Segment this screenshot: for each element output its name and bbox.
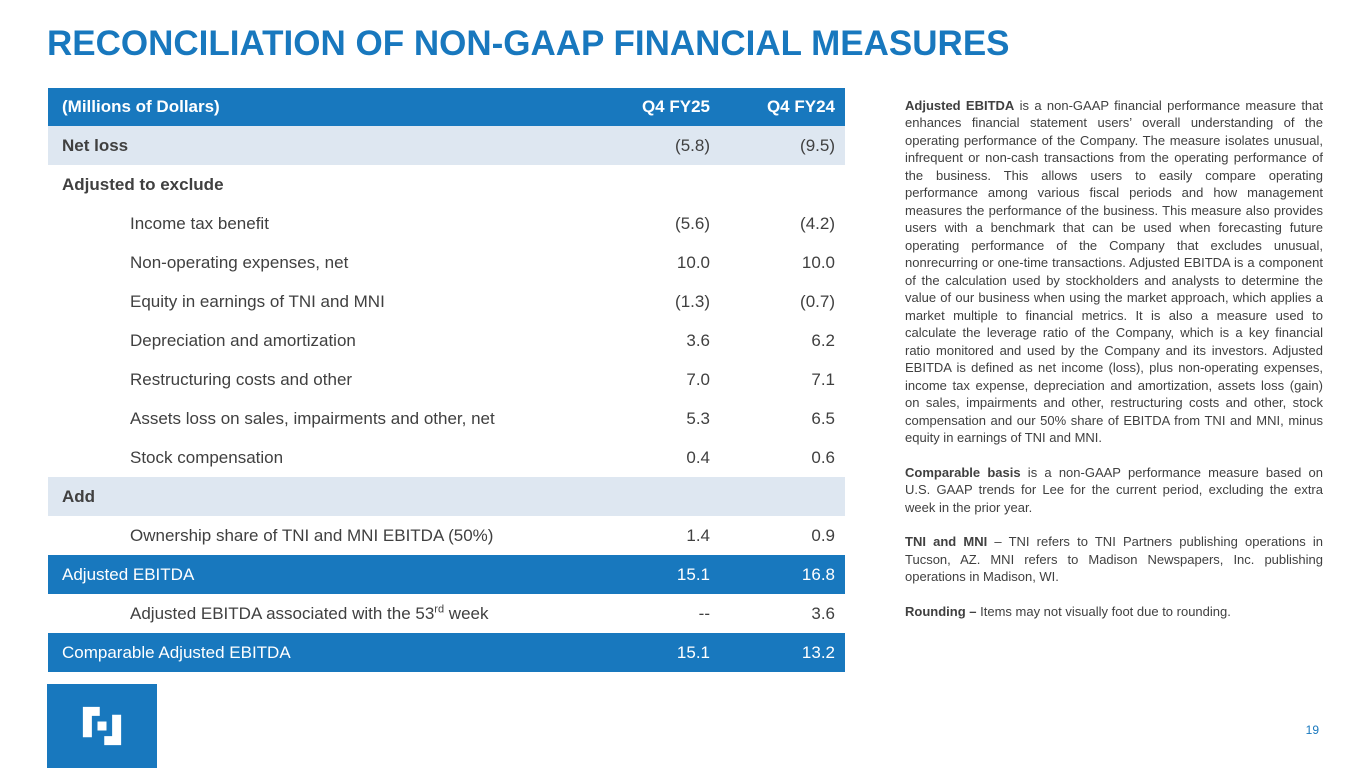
value-fy25: 0.4: [686, 447, 710, 467]
row-label: Adjusted to exclude: [62, 174, 224, 194]
reconciliation-table: (Millions of Dollars) Q4 FY25 Q4 FY24 Ne…: [48, 88, 845, 672]
column-header-fy24: Q4 FY24: [766, 97, 835, 116]
value-fy24: 3.6: [811, 603, 835, 623]
value-fy25: (1.3): [675, 291, 710, 311]
value-fy24: 16.8: [801, 564, 835, 584]
row-label: Comparable Adjusted EBITDA: [62, 642, 291, 662]
table-header-row: (Millions of Dollars) Q4 FY25 Q4 FY24: [48, 88, 845, 126]
table-row: Adjusted EBITDA associated with the 53rd…: [48, 594, 845, 633]
lee-logo-icon: [82, 706, 122, 746]
table-row-adjusted-ebitda: Adjusted EBITDA 15.1 16.8: [48, 555, 845, 594]
value-fy24: (9.5): [800, 135, 835, 155]
page-title: RECONCILIATION OF NON-GAAP FINANCIAL MEA…: [47, 24, 1010, 63]
note-tni-and-mni: TNI and MNI – TNI refers to TNI Partners…: [905, 533, 1323, 585]
row-label-text: Adjusted EBITDA associated with the 53: [130, 603, 435, 623]
note-body: Items may not visually foot due to round…: [976, 603, 1231, 619]
row-label: Equity in earnings of TNI and MNI: [130, 291, 385, 311]
table-row: Add: [48, 477, 845, 516]
table-row: Non-operating expenses, net 10.0 10.0: [48, 243, 845, 282]
table-row-comparable-adjusted-ebitda: Comparable Adjusted EBITDA 15.1 13.2: [48, 633, 845, 672]
table-row: Stock compensation 0.4 0.6: [48, 438, 845, 477]
ordinal-superscript: rd: [434, 602, 445, 615]
note-body: is a non-GAAP performance measure based …: [905, 464, 1323, 515]
row-label: Restructuring costs and other: [130, 369, 353, 389]
value-fy25: 15.1: [676, 564, 710, 584]
note-lead: TNI and MNI: [905, 534, 988, 550]
value-fy25: 5.3: [686, 408, 710, 428]
note-body: is a non-GAAP financial performance meas…: [905, 98, 1323, 446]
row-label: Ownership share of TNI and MNI EBITDA (5…: [130, 525, 494, 545]
page-number: 19: [1305, 723, 1319, 737]
note-rounding: Rounding – Items may not visually foot d…: [905, 603, 1323, 620]
row-label: Income tax benefit: [130, 213, 269, 233]
row-label: Depreciation and amortization: [130, 330, 356, 350]
value-fy24: 6.2: [811, 330, 835, 350]
value-fy24: 0.9: [811, 525, 835, 545]
notes-column: Adjusted EBITDA is a non-GAAP financial …: [905, 97, 1323, 637]
row-label: Assets loss on sales, impairments and ot…: [130, 408, 495, 428]
table-row: Income tax benefit (5.6) (4.2): [48, 204, 845, 243]
value-fy24: 10.0: [801, 252, 835, 272]
value-fy25: (5.8): [675, 135, 710, 155]
value-fy24: (4.2): [800, 213, 835, 233]
note-adjusted-ebitda: Adjusted EBITDA is a non-GAAP financial …: [905, 97, 1323, 447]
note-body: – TNI refers to TNI Partners publishing …: [905, 534, 1323, 585]
column-header-label: (Millions of Dollars): [62, 97, 220, 116]
note-comparable-basis: Comparable basis is a non-GAAP performan…: [905, 464, 1323, 516]
value-fy24: 0.6: [811, 447, 835, 467]
value-fy25: 15.1: [676, 642, 710, 662]
row-label-text: week: [444, 603, 489, 623]
row-label: Add: [62, 486, 96, 506]
value-fy25: 3.6: [686, 330, 710, 350]
value-fy25: 10.0: [676, 252, 710, 272]
row-label: Stock compensation: [130, 447, 284, 467]
table-row: Restructuring costs and other 7.0 7.1: [48, 360, 845, 399]
row-label: Non-operating expenses, net: [130, 252, 349, 272]
value-fy25: --: [698, 603, 710, 623]
row-label: Net loss: [62, 135, 129, 155]
value-fy25: 1.4: [686, 525, 710, 545]
value-fy25: 7.0: [686, 369, 710, 389]
value-fy24: 13.2: [801, 642, 835, 662]
value-fy25: (5.6): [675, 213, 710, 233]
table-row: Depreciation and amortization 3.6 6.2: [48, 321, 845, 360]
value-fy24: 6.5: [811, 408, 835, 428]
table-row: Net loss (5.8) (9.5): [48, 126, 845, 165]
table-row: Assets loss on sales, impairments and ot…: [48, 399, 845, 438]
value-fy24: 7.1: [811, 369, 835, 389]
row-label: Adjusted EBITDA associated with the 53rd…: [48, 602, 595, 624]
note-lead: Adjusted EBITDA: [905, 98, 1015, 113]
column-header-fy25: Q4 FY25: [641, 97, 710, 116]
table-row: Adjusted to exclude: [48, 165, 845, 204]
row-label: Adjusted EBITDA: [62, 564, 195, 584]
lee-enterprises-logo: [47, 684, 157, 768]
table-row: Ownership share of TNI and MNI EBITDA (5…: [48, 516, 845, 555]
note-lead: Comparable basis: [905, 464, 1021, 480]
note-lead: Rounding –: [905, 603, 977, 619]
table-row: Equity in earnings of TNI and MNI (1.3) …: [48, 282, 845, 321]
value-fy24: (0.7): [800, 291, 835, 311]
